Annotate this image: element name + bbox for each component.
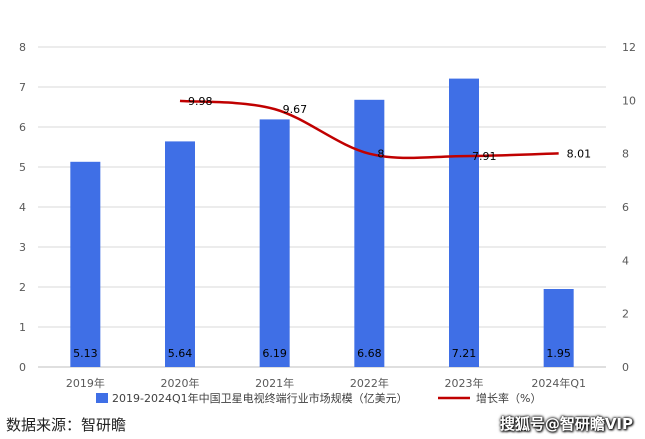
x-tick-label: 2023年	[445, 376, 484, 390]
growth-line-series: 9.98 9.67 8 7.91 8.01	[179, 95, 592, 163]
bar-value-label: 5.64	[168, 347, 193, 360]
x-tick-label: 2021年	[255, 376, 294, 390]
x-tick-label: 2019年	[66, 376, 105, 390]
y-left-tick-label: 2	[19, 281, 26, 294]
legend-line-label: 增长率（%）	[476, 391, 541, 405]
bar-series: 5.13 5.64 6.19 6.68 7.21 1.95	[70, 78, 574, 368]
y-left-tick-label: 1	[19, 321, 26, 334]
legend-bar-label: 2019-2024Q1年中国卫星电视终端行业市场规模（亿美元）	[112, 391, 408, 405]
source-note: 数据来源：智研瞻	[6, 416, 127, 434]
watermark: 搜狐号@智研瞻VIP	[499, 415, 633, 433]
y-right-tick-label: 4	[622, 254, 629, 267]
bar	[70, 161, 101, 367]
x-tick-label: 2022年	[350, 376, 389, 390]
bar-value-label: 7.21	[452, 347, 477, 360]
bar-value-label: 6.19	[262, 347, 287, 360]
legend: 2019-2024Q1年中国卫星电视终端行业市场规模（亿美元） 增长率（%）	[96, 391, 541, 405]
line-value-label: 9.98	[188, 95, 213, 108]
bar-value-label: 1.95	[546, 347, 571, 360]
line-value-label: 9.67	[283, 103, 308, 116]
legend-bar-swatch	[96, 393, 108, 403]
y-left-tick-label: 7	[19, 81, 26, 94]
bar	[259, 119, 290, 368]
bar-value-label: 5.13	[73, 347, 98, 360]
y-left-tick-label: 8	[19, 41, 26, 54]
y-left-tick-label: 3	[19, 241, 26, 254]
line-value-label: 7.91	[472, 150, 497, 163]
y-right-tick-label: 0	[622, 361, 629, 374]
bar	[354, 99, 385, 368]
bar	[449, 78, 479, 367]
line-value-label: 8	[377, 148, 384, 161]
bar	[543, 289, 574, 367]
growth-line	[179, 99, 559, 160]
x-tick-label: 2020年	[161, 376, 200, 390]
y-right-tick-label: 6	[622, 201, 629, 214]
line-value-label: 8.01	[567, 147, 592, 160]
y-right-tick-label: 12	[622, 41, 636, 54]
y-right-tick-label: 8	[622, 148, 629, 161]
y-left-tick-label: 6	[19, 121, 26, 134]
y-left-tick-label: 5	[19, 161, 26, 174]
y-left-tick-label: 4	[19, 201, 26, 214]
bar	[165, 141, 195, 367]
y-right-tick-label: 2	[622, 308, 629, 321]
bar-value-label: 6.68	[357, 347, 382, 360]
y-right-tick-label: 10	[622, 94, 636, 107]
y-left-tick-label: 0	[19, 361, 26, 374]
gridlines	[38, 46, 606, 368]
x-tick-label: 2024年Q1	[531, 376, 586, 390]
